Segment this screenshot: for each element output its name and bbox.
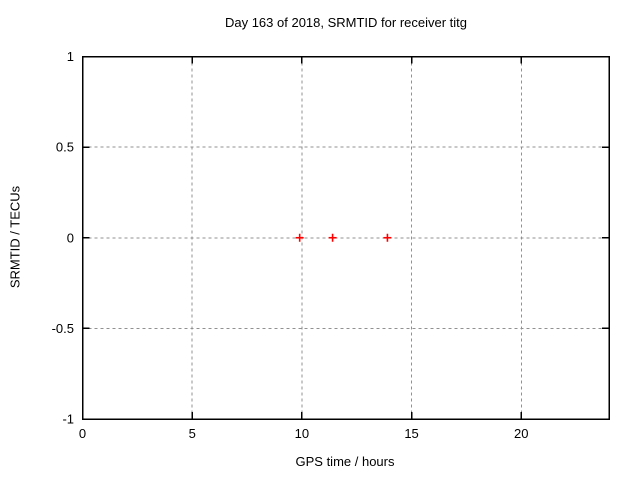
y-tick-label: 0.5 xyxy=(56,140,74,155)
x-tick-label: 20 xyxy=(514,426,528,441)
data-point xyxy=(383,233,392,242)
x-tick-label: 0 xyxy=(79,426,86,441)
x-tick-label: 10 xyxy=(295,426,309,441)
x-tick-label: 15 xyxy=(404,426,418,441)
x-tick-label: 5 xyxy=(189,426,196,441)
chart-title: Day 163 of 2018, SRMTID for receiver tit… xyxy=(224,15,468,30)
y-tick-label: 0 xyxy=(67,230,74,245)
y-tick-label: -1 xyxy=(62,412,74,427)
data-point xyxy=(328,233,337,242)
data-point xyxy=(295,233,304,242)
y-tick-label: -0.5 xyxy=(52,321,74,336)
x-axis-label: GPS time / hours xyxy=(295,454,395,469)
y-tick-label: 1 xyxy=(67,49,74,64)
